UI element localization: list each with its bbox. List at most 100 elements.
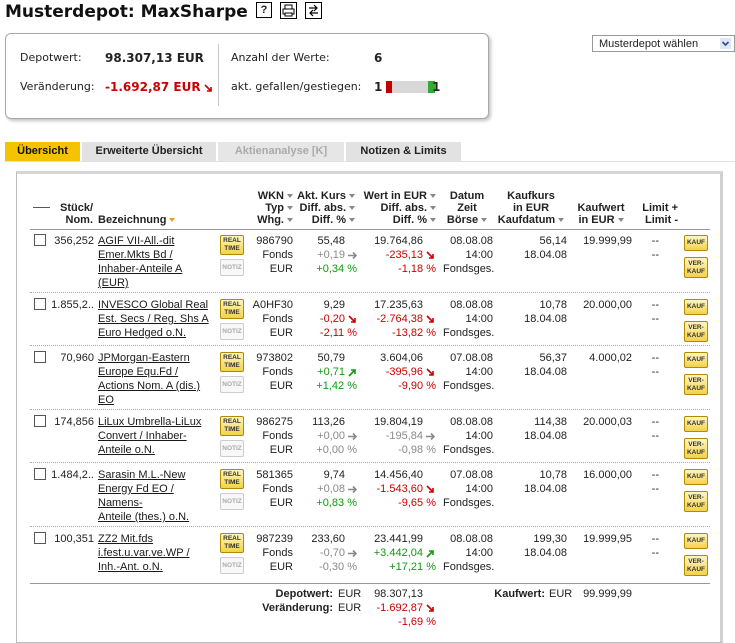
security-name[interactable]: Anteile (thes.) o.N. [98,511,190,523]
column-header[interactable]: Typ [265,201,293,215]
purchase-value: 20.000,00 [583,299,632,311]
security-name[interactable]: AGIF VII-All.-dit [98,235,175,247]
security-name[interactable]: Inhaber-Anteile A [98,263,183,275]
sort-icon[interactable] [349,194,355,199]
exchange: Fondsges. [443,561,495,573]
sort-icon[interactable] [349,206,355,211]
realtime-button[interactable]: REAL TIME [220,533,244,553]
column-header[interactable]: Whg. [257,213,293,227]
sort-icon[interactable] [169,218,176,223]
security-name[interactable]: Euro Hedged o.N. [98,327,187,339]
security-name[interactable]: i.fest.u.var.ve.WP / [98,547,190,559]
security-name[interactable]: ZZ2 Mit.fds [98,533,154,545]
sort-icon[interactable] [349,218,355,223]
price: 9,29 [323,299,345,311]
price: 50,79 [317,352,345,364]
type: Fonds [262,249,293,261]
column-header[interactable]: Börse [367,213,567,227]
row-checkbox[interactable] [34,532,46,544]
price-diff-pct: -0,30 % [319,561,357,573]
depot-select[interactable]: Musterdepot wählen [592,35,735,52]
sort-icon[interactable] [430,194,436,199]
security-name[interactable]: Europe Equ.Fd / [98,366,179,378]
security-name[interactable]: JPMorgan-Eastern [98,352,190,364]
security-name[interactable]: Energy Fd EO / [98,483,174,495]
realtime-button[interactable]: REAL TIME [220,416,244,436]
security-name[interactable]: Namens- [98,497,143,509]
column-header[interactable]: WKN [258,189,293,203]
security-name[interactable]: Emer.Mkts Bd / [98,249,173,261]
tab[interactable]: Übersicht [5,142,80,161]
row-checkbox[interactable] [34,234,46,246]
notiz-button[interactable]: NOTIZ [220,440,244,457]
sell-button[interactable]: VER- KAUF [684,555,708,576]
buy-button[interactable]: KAUF [684,299,708,315]
row-checkbox[interactable] [34,298,46,310]
notiz-button[interactable]: NOTIZ [220,376,244,393]
security-name[interactable]: Anteile o.N. [98,444,155,456]
tab[interactable]: Erweiterte Übersicht [82,142,216,161]
notiz-button[interactable]: NOTIZ [220,493,244,510]
row-checkbox[interactable] [34,415,46,427]
sell-button[interactable]: VER- KAUF [684,491,708,512]
footer-label: Veränderung: [262,602,333,614]
notiz-button[interactable]: NOTIZ [220,323,244,340]
sell-button[interactable]: VER- KAUF [684,374,708,395]
security-name[interactable]: Convert / Inhaber- [98,430,187,442]
realtime-button[interactable]: REAL TIME [220,469,244,489]
realtime-button[interactable]: REAL TIME [220,235,244,255]
date: 07.08.08 [450,469,493,481]
column-header[interactable]: Diff. abs. [381,201,436,215]
button-text: VER- [688,260,704,267]
time: 14:00 [465,430,493,442]
column-header[interactable]: Diff. % [312,213,355,227]
sort-icon[interactable] [287,194,293,199]
column-header: Kaufwert [577,202,625,214]
sort-icon[interactable] [287,206,293,211]
sort-icon[interactable] [617,218,624,223]
notiz-button[interactable]: NOTIZ [220,557,244,574]
print-icon[interactable] [280,2,297,19]
column-header[interactable]: Wert in EUR [364,189,436,203]
column-header[interactable]: Akt. Kurs [297,189,355,203]
column-header[interactable]: Diff. % [393,213,436,227]
security-name[interactable]: Sarasin M.L.-New [98,469,186,481]
buy-button[interactable]: KAUF [684,469,708,485]
security-name[interactable]: LiLux Umbrella-LiLux [98,416,202,428]
sort-icon[interactable] [481,218,488,223]
sell-button[interactable]: VER- KAUF [684,321,708,342]
date: 07.08.08 [450,352,493,364]
security-name[interactable]: INVESCO Global Real [98,299,209,311]
row-checkbox[interactable] [34,351,46,363]
buy-button[interactable]: KAUF [684,533,708,549]
security-name[interactable]: EO [98,394,114,406]
column-header[interactable]: Bezeichnung [98,213,176,227]
sell-button[interactable]: VER- KAUF [684,438,708,459]
column-header[interactable]: Diff. abs. [300,201,355,215]
notiz-button[interactable]: NOTIZ [220,259,244,276]
quantity: 356,252 [54,235,94,247]
security-name[interactable]: Est. Secs / Reg. Shs A [98,313,209,325]
realtime-button[interactable]: REAL TIME [220,299,244,319]
row-checkbox[interactable] [34,468,46,480]
quantity: 1.484,2.. [51,469,94,481]
sort-icon[interactable] [287,218,293,223]
realtime-button[interactable]: REAL TIME [220,352,244,372]
buy-button[interactable]: KAUF [684,352,708,368]
column-header[interactable]: in EUR [501,213,701,227]
security-name[interactable]: Actions Nom. A (dis.) [98,380,201,392]
column-header[interactable]: Kaufdatum [431,213,631,227]
sort-icon[interactable] [430,218,436,223]
buy-button[interactable]: KAUF [684,416,708,432]
help-icon[interactable]: ? [256,2,272,18]
security-name[interactable]: (EUR) [98,277,129,289]
tab[interactable]: Notizen & Limits [346,142,461,161]
buy-button[interactable]: KAUF [684,235,708,251]
purchase-date: 18.04.08 [524,249,567,261]
sort-icon[interactable] [430,206,436,211]
sort-icon[interactable] [558,218,565,223]
sell-button[interactable]: VER- KAUF [684,257,708,278]
refresh-icon[interactable] [305,2,322,19]
security-name[interactable]: Inh.-Ant. o.N. [98,561,163,573]
column-header: Zeit [457,202,477,214]
